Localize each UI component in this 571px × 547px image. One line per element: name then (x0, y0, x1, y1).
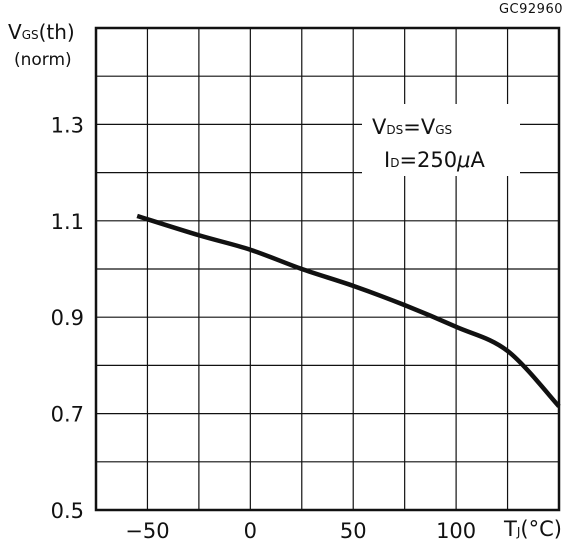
series-group (136, 213, 561, 408)
y-tick-label: 0.9 (51, 306, 84, 330)
condition-id: ID=250μA (384, 148, 485, 172)
y-axis-label-sub: (norm) (14, 50, 72, 70)
grid (96, 28, 559, 510)
conditions-box (362, 104, 520, 176)
x-tick-label: 100 (436, 519, 476, 543)
y-tick-labels: 0.5 0.7 0.9 1.1 1.3 (51, 113, 84, 523)
y-axis-label: VGS(th) (8, 20, 75, 44)
x-tick-label: 50 (340, 519, 367, 543)
y-tick-label: 1.1 (51, 210, 84, 234)
plot-frame (94, 26, 561, 512)
x-tick-label: 0 (244, 519, 257, 543)
x-tick-label: −50 (125, 519, 169, 543)
x-axis-unit: TJ(°C) (504, 517, 562, 541)
figure-code: GC92960 (498, 2, 563, 17)
y-tick-label: 1.3 (51, 113, 84, 137)
x-tick-labels: −50 0 50 100 (125, 519, 476, 543)
series-line (136, 213, 561, 408)
y-tick-label: 0.7 (51, 403, 84, 427)
test-conditions: VDS=VGS ID=250μA (372, 112, 485, 178)
condition-vds: VDS=VGS (372, 115, 453, 139)
y-tick-label: 0.5 (51, 499, 84, 523)
